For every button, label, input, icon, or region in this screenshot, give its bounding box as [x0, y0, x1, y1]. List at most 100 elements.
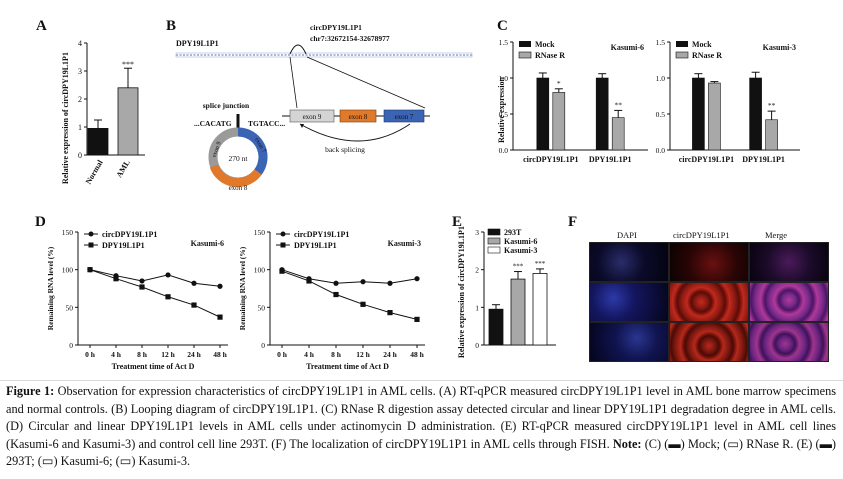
- panel-c-ytick-label: 1.5: [499, 38, 509, 47]
- panel-a-ytick-label: 1: [78, 123, 82, 132]
- panel-c-legend-mock: Mock: [535, 40, 555, 49]
- panel-e-ytick-label: 2: [475, 266, 479, 275]
- panel-c-ytick-label: 0.5: [656, 110, 666, 119]
- panel-e-legend-label: 293T: [504, 228, 522, 237]
- panel-d-ytick-label: 150: [62, 228, 74, 237]
- panel-e-legend-swatch: [487, 246, 501, 254]
- panel-e-bar-kasumi-6: [510, 278, 526, 346]
- panel-a-ytick-label: 2: [78, 95, 82, 104]
- panel-d-series-line-linear: [281, 270, 418, 320]
- panel-d-xtick-label: 24 h: [383, 350, 397, 359]
- panel-b-backsplice-label: back splicing: [325, 145, 365, 154]
- panel-a-ytick-label: 3: [78, 67, 82, 76]
- panel-c-chart-title: Kasumi-6: [611, 43, 644, 52]
- panel-d-xlabel: Treatment time of Act D: [306, 362, 389, 371]
- fish-image-row1-merge: [749, 242, 829, 282]
- panel-d-chart-title: Kasumi-6: [191, 239, 224, 248]
- panel-e-ylabel: Relative expression of circDPY19L1P1: [457, 226, 466, 358]
- panel-d-point-circ: [414, 276, 420, 282]
- panel-label-c: C: [497, 18, 508, 34]
- caption-figure-label: Figure 1:: [6, 384, 55, 398]
- fish-image-row2-circ: [669, 282, 749, 322]
- panel-d-xtick-label: 8 h: [331, 350, 342, 359]
- figure: A B C D E F Relative expression of circD…: [0, 18, 843, 381]
- panel-d-xtick-label: 24 h: [187, 350, 201, 359]
- panel-b-circle-exon7: [237, 127, 268, 175]
- panel-c-chart-kasumi6: 0.0 0.5 1.0 1.5 Mock RNase R Kasumi-6 * circDPY1…: [499, 38, 648, 164]
- panel-d-xtick-label: 4 h: [304, 350, 315, 359]
- panel-d-xtick-label: 12 h: [356, 350, 370, 359]
- panel-d-point-linear: [87, 267, 93, 273]
- panel-d-ytick-label: 150: [254, 228, 266, 237]
- panel-c-ytick-label: 1.5: [656, 38, 666, 47]
- panel-d-point-circ: [139, 278, 145, 284]
- panel-d-chart: Remaining RNA level (%) 0 50 100 150 0 h 4 h 8 …: [46, 228, 425, 371]
- panel-a-y-ticks: 0 1 2 3 4: [78, 39, 87, 160]
- panel-c-ytick-label: 1.0: [499, 74, 509, 83]
- panel-c-ylabel: Relative expression: [497, 77, 506, 143]
- fish-image-row1-dapi: [589, 242, 669, 282]
- panel-d-series-line-circ: [89, 269, 221, 287]
- panel-c-legend-rnase-swatch: [518, 51, 532, 59]
- panel-b-backsplice-arc: [299, 123, 411, 142]
- panel-e-chart: Relative expression of circDPY19L1P1 0 1 2…: [457, 226, 556, 358]
- panel-d-legend-linear: DPY19L1P1: [294, 241, 337, 250]
- panel-c-xtick-label: circDPY19L1P1: [523, 155, 578, 164]
- panel-e-bar-kasumi-3: [532, 273, 548, 346]
- panel-f-header-dapi: DAPI: [617, 230, 637, 240]
- panel-c-xtick-label: DPY19L1P1: [742, 155, 785, 164]
- panel-d-legend-circ-marker: [88, 231, 94, 237]
- panel-b-exon7-box: [383, 109, 425, 123]
- panel-e-ytick-label: 0: [475, 341, 479, 350]
- panel-b-gene: DPY19L1P1: [176, 39, 219, 48]
- panel-d-legend-circ-marker: [280, 231, 286, 237]
- panel-c-chart-kasumi3: 0.0 0.5 1.0 1.5 Mock RNase R Kasumi-3 circDPY19…: [656, 38, 800, 164]
- panel-c-legend-rnase-swatch: [675, 51, 689, 59]
- panel-c-ytick-label: 0.0: [656, 146, 666, 155]
- figure-caption: Figure 1: Observation for expression cha…: [6, 383, 836, 471]
- panel-d-legend-linear-marker: [280, 242, 286, 248]
- panel-b-backsplice-arrow: [300, 124, 304, 128]
- panel-e-legend-label: Kasumi-3: [504, 246, 537, 255]
- panel-d-point-circ: [165, 272, 171, 278]
- panel-c-chart: Relative expression 0.0 0.5 1.0 1.5 Mock RNas…: [497, 38, 800, 164]
- panel-d-legend-circ: circDPY19L1P1: [294, 230, 349, 239]
- panel-c-xtick-label: DPY19L1P1: [589, 155, 632, 164]
- panel-label-f: F: [568, 214, 577, 230]
- panel-a-bars: [87, 67, 139, 156]
- panel-c-legend-mock-swatch: [676, 41, 688, 47]
- caption-text: Observation for expression characteristi…: [6, 384, 837, 451]
- panel-d-xtick-label: 0 h: [277, 350, 288, 359]
- panel-c-legend-mock: Mock: [692, 40, 712, 49]
- panel-e-ytick-label: 1: [475, 303, 479, 312]
- panel-b-exon7-label: exon 7: [395, 113, 414, 121]
- panel-d-point-linear: [165, 294, 171, 300]
- panel-c-bar-mock: [692, 77, 705, 151]
- panel-d-xtick-label: 48 h: [410, 350, 424, 359]
- panel-b-seq-left: ...CACATG: [194, 119, 232, 128]
- panel-a-ylabel: Relative expression of circDPY19L1P1: [61, 52, 70, 184]
- panel-a-chart: Relative expression of circDPY19L1P1 0 1 2…: [61, 39, 145, 186]
- panel-f-fish-grid: DAPI circDPY19L1P1 Merge: [585, 230, 829, 362]
- panel-d-point-linear: [279, 268, 285, 274]
- panel-c-significance: **: [768, 101, 776, 110]
- panel-d-ytick-label: 50: [258, 303, 266, 312]
- caption-note-label: Note:: [612, 436, 642, 451]
- panel-c-bar-mock: [749, 77, 762, 151]
- panel-d-chart-kasumi3: Remaining RNA level (%) 0 50 100 150 0 h 4 h 8 …: [238, 228, 425, 371]
- panel-d-point-linear: [113, 276, 119, 282]
- panel-b-seq-right: TGTACC...: [248, 119, 285, 128]
- panel-d-legend-linear: DPY19L1P1: [102, 241, 145, 250]
- panel-d-xtick-label: 4 h: [111, 350, 122, 359]
- panel-d-chart-kasumi6: Remaining RNA level (%) 0 50 100 150 0 h 4 h 8 …: [46, 228, 228, 371]
- panel-c-chart-title: Kasumi-3: [763, 43, 796, 52]
- panel-d-series-line-circ: [281, 269, 418, 284]
- panel-b-locus-arc: [289, 44, 307, 55]
- panel-d-ytick-label: 0: [69, 341, 73, 350]
- panel-d-ytick-label: 100: [62, 266, 74, 275]
- panel-d-xtick-label: 12 h: [161, 350, 175, 359]
- panel-b-circle-exon9-label: exon 9: [211, 141, 222, 158]
- panel-b-gene-track-box: [175, 52, 473, 58]
- panel-d-point-linear: [191, 302, 197, 308]
- panel-d-ylabel: Remaining RNA level (%): [46, 246, 55, 330]
